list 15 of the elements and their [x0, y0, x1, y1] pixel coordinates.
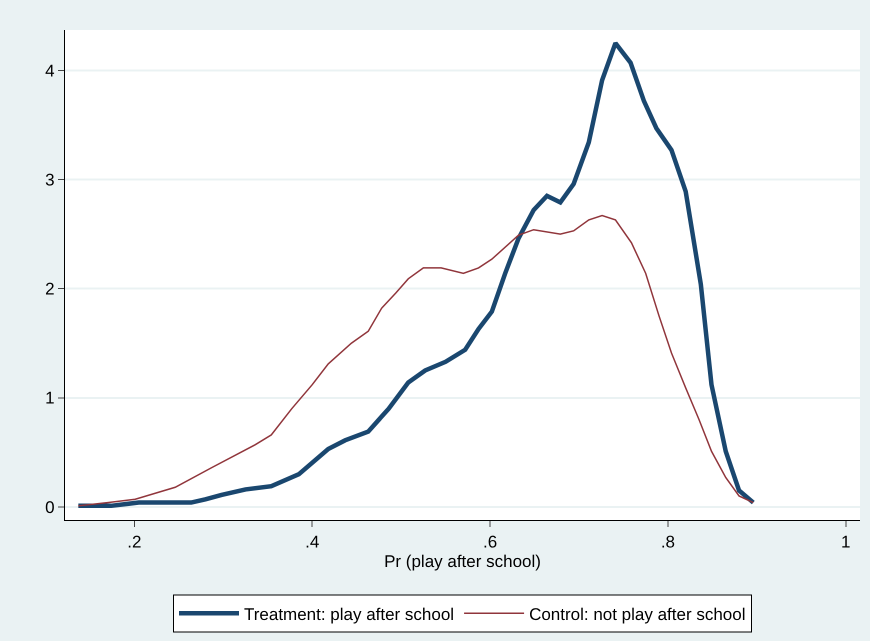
x-tick-label: 1 [841, 532, 851, 552]
legend-label: Control: not play after school [529, 604, 746, 624]
x-tick-label: .6 [482, 532, 498, 552]
legend-label: Treatment: play after school [244, 604, 454, 624]
x-tick-label: .2 [127, 532, 142, 552]
y-tick-label: 2 [45, 280, 55, 299]
line-series [76, 40, 756, 508]
line-series [78, 214, 754, 507]
x-tick-label: .8 [660, 532, 676, 552]
y-tick-label: 0 [45, 498, 55, 517]
y-tick-label: 3 [45, 170, 55, 190]
y-tick-label: 4 [45, 61, 55, 80]
x-axis-title: Pr (play after school) [384, 552, 541, 571]
x-tick-label: .4 [305, 532, 320, 552]
y-tick-label: 1 [45, 388, 55, 408]
